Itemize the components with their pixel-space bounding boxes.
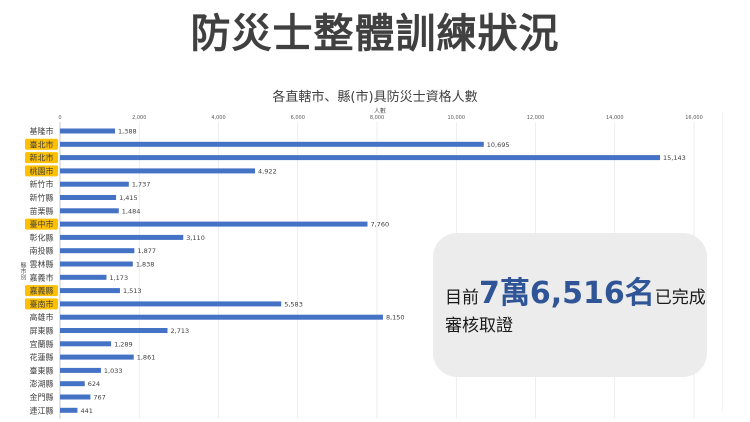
y-tick-label: 臺中市 (30, 219, 54, 229)
callout-prefix: 目前 (445, 288, 479, 308)
x-tick-label: 0 (58, 115, 61, 121)
data-label: 624 (88, 380, 100, 388)
y-tick-label: 臺南市 (30, 299, 54, 309)
bar (60, 234, 184, 240)
data-label: 1,861 (137, 354, 156, 362)
data-label: 1,877 (137, 247, 156, 255)
data-label: 1,033 (104, 367, 123, 375)
data-label: 1,415 (119, 194, 138, 202)
data-label: 1,289 (114, 340, 133, 348)
bar (60, 328, 168, 333)
category-highlight (25, 138, 58, 150)
y-tick-label: 高雄市 (30, 312, 54, 322)
y-tick-label: 嘉義縣 (30, 286, 54, 296)
y-tick-label: 宜蘭縣 (30, 339, 54, 349)
data-label: 8,150 (386, 314, 405, 322)
data-label: 5,583 (284, 300, 303, 308)
y-tick-label: 連江縣 (30, 405, 54, 415)
y-tick-label: 澎湖縣 (30, 379, 54, 389)
y-tick-label: 新竹市 (30, 179, 54, 189)
y-tick-label: 桃園市 (30, 166, 54, 176)
bar (60, 314, 383, 320)
bar (60, 261, 133, 267)
x-tick-label: 6,000 (291, 115, 305, 121)
bar (60, 407, 78, 413)
data-label: 767 (93, 394, 105, 402)
callout-line-1: 目前7萬6,516名已完成 (445, 277, 707, 315)
x-tick-label: 2,000 (132, 115, 146, 121)
x-tick-label: 16,000 (685, 115, 703, 121)
slide-title: 防災士整體訓練狀況 (190, 11, 560, 57)
data-label: 15,143 (663, 154, 686, 162)
bar (60, 288, 120, 294)
bar (60, 168, 256, 174)
x-tick-label: 14,000 (606, 115, 624, 121)
data-label: 1,484 (122, 207, 141, 215)
bar (60, 381, 85, 387)
y-tick-label: 新北市 (30, 153, 54, 163)
bar (60, 354, 134, 360)
bar (60, 341, 112, 347)
data-label: 441 (80, 407, 92, 415)
divider (722, 112, 723, 412)
y-tick-label: 新竹縣 (30, 193, 54, 203)
bar (60, 367, 101, 373)
bar (60, 301, 282, 307)
data-label: 7,760 (370, 221, 389, 229)
category-highlight (25, 152, 58, 164)
category-highlight (25, 165, 58, 177)
data-label: 4,922 (258, 167, 277, 175)
data-label: 1,173 (109, 274, 128, 282)
bar (60, 195, 117, 200)
y-tick-label: 基隆市 (30, 126, 54, 136)
y-tick-label: 彰化縣 (30, 232, 54, 242)
callout-suffix: 已完成 (654, 288, 706, 308)
data-label: 1,388 (118, 128, 137, 136)
category-highlight (25, 285, 58, 297)
bar (60, 128, 115, 134)
chart-title: 各直轄市、縣(市)具防災士資格人數 (272, 90, 478, 105)
y-tick-label: 臺北市 (30, 139, 54, 149)
y-tick-label: 雲林縣 (30, 259, 54, 269)
category-highlight (25, 218, 58, 230)
bar (60, 181, 129, 187)
x-axis-label: 人數 (373, 108, 386, 115)
bar (60, 155, 661, 161)
bar (60, 274, 107, 280)
callout-number: 7萬6,516名 (479, 276, 655, 311)
x-tick-label: 12,000 (527, 115, 545, 121)
summary-callout: 目前7萬6,516名已完成 審核取證 (433, 233, 707, 377)
y-tick-label: 臺東縣 (30, 365, 54, 375)
x-tick-label: 4,000 (211, 115, 225, 121)
bar (60, 248, 135, 254)
data-label: 1,513 (123, 287, 142, 295)
data-label: 3,110 (186, 234, 205, 242)
bar (60, 141, 484, 147)
y-tick-label: 屏東縣 (30, 326, 54, 336)
bar (60, 394, 91, 400)
data-label: 2,713 (171, 327, 190, 335)
callout-line-2: 審核取證 (445, 316, 513, 336)
bar (60, 208, 119, 214)
x-tick-label: 8,000 (370, 115, 384, 121)
bar (60, 221, 368, 227)
data-label: 1,737 (132, 181, 151, 189)
y-tick-label: 花蓮縣 (30, 352, 54, 362)
category-highlight (25, 298, 58, 310)
y-tick-label: 金門縣 (30, 392, 54, 402)
data-label: 10,695 (487, 141, 510, 149)
y-tick-label: 嘉義市 (30, 272, 54, 282)
data-label: 1,838 (136, 261, 155, 269)
x-tick-label: 10,000 (448, 115, 466, 121)
y-axis-label: 縣市別 (19, 262, 26, 280)
y-tick-label: 苗栗縣 (30, 206, 54, 216)
y-tick-label: 南投縣 (30, 246, 54, 256)
